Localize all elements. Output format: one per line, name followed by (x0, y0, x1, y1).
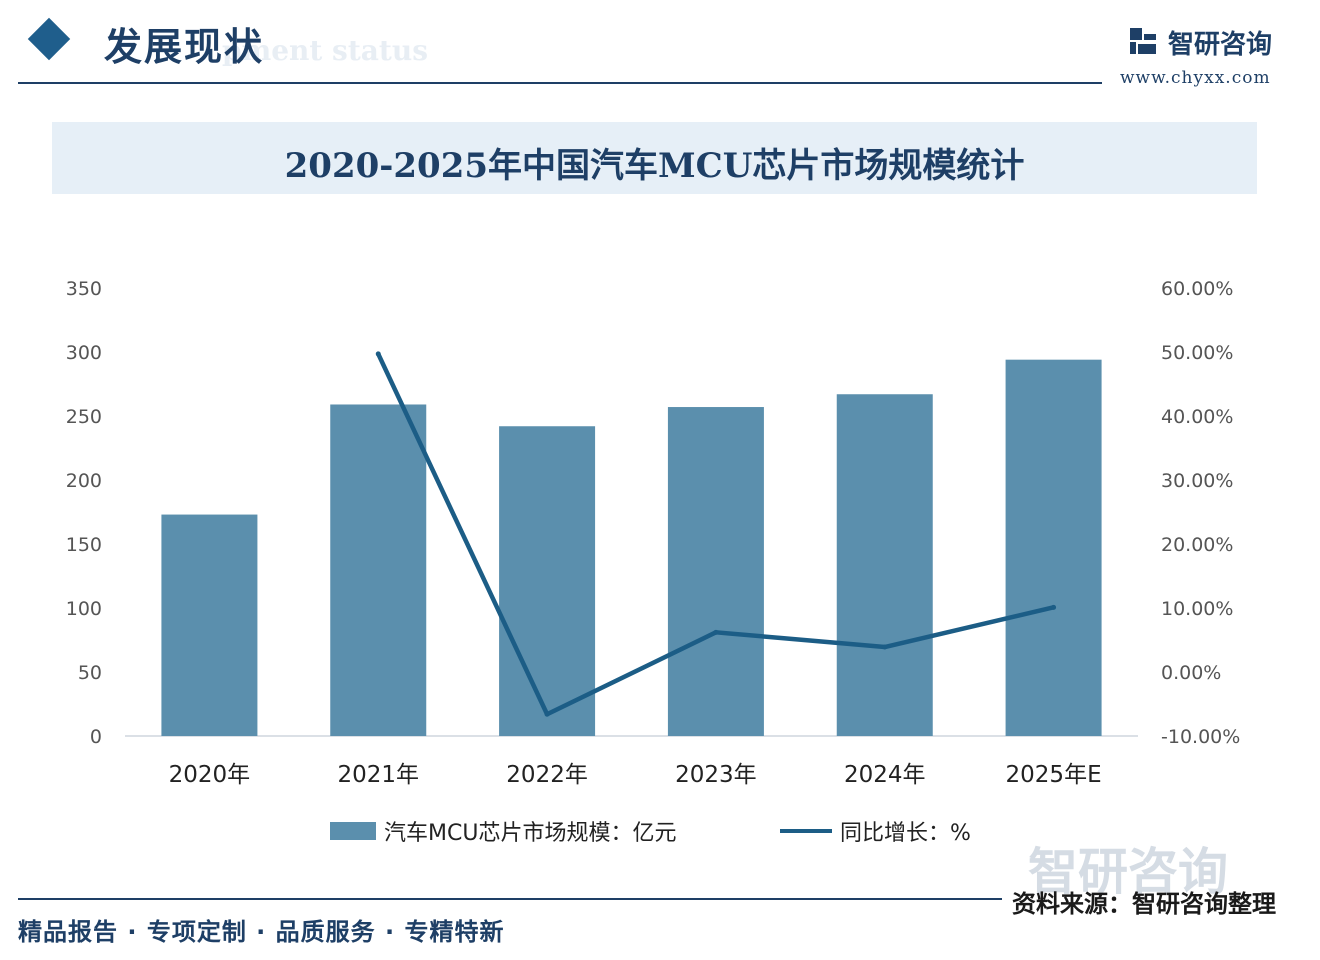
combo-chart: 0 50 100 150 200 250 300 350 -10.00% 0.00% 10.00% 2… (66, 278, 1241, 788)
legend-line-label: 同比增长：% (840, 821, 971, 846)
bar-3 (667, 407, 764, 736)
y-right-tick-label: 30.00% (1161, 470, 1233, 492)
header-subtitle: pment status (222, 34, 428, 67)
header-divider (18, 82, 1102, 84)
growth-point-0 (375, 351, 381, 357)
growth-point-4 (1051, 604, 1057, 610)
source-note: 资料来源：智研咨询整理 (1012, 890, 1276, 918)
y-right-tick-label: 60.00% (1161, 278, 1233, 300)
x-tick-label: 2025年E (1006, 762, 1102, 788)
bar-2 (499, 426, 596, 736)
legend-bar: 汽车MCU芯片市场规模：亿元 (330, 816, 676, 846)
legend-line: 同比增长：% (780, 816, 971, 846)
chart-title: 2020-2025年中国汽车MCU芯片市场规模统计 (284, 146, 1025, 186)
footer-slogan: 精品报告 · 专项定制 · 品质服务 · 专精特新 (18, 918, 505, 946)
legend-line-swatch (780, 829, 832, 833)
brand-logo-icon (1130, 28, 1156, 54)
y-left-tick-label: 250 (66, 406, 102, 428)
x-tick-label: 2024年 (844, 762, 926, 788)
y-left-tick-label: 150 (66, 534, 102, 556)
y-right-tick-label: -10.00% (1161, 726, 1240, 748)
y-left-tick-label: 200 (66, 470, 102, 492)
x-tick-label: 2023年 (675, 762, 757, 788)
y-right-tick-label: 50.00% (1161, 342, 1233, 364)
growth-point-3 (882, 644, 888, 650)
y-right-tick-label: 20.00% (1161, 534, 1233, 556)
y-right-tick-label: 0.00% (1161, 662, 1221, 684)
bar-0 (161, 514, 258, 736)
y-right-tick-label: 10.00% (1161, 598, 1233, 620)
x-tick-label: 2020年 (169, 762, 251, 788)
x-tick-label: 2022年 (506, 762, 588, 788)
y-left-tick-label: 0 (90, 726, 102, 748)
y-right-tick-label: 40.00% (1161, 406, 1233, 428)
page-title: 发展现状 (104, 25, 265, 69)
chart-title-band (52, 122, 1257, 194)
bar-4 (836, 394, 933, 736)
x-tick-label: 2021年 (337, 762, 419, 788)
growth-point-2 (713, 629, 719, 635)
legend-bar-swatch (330, 822, 376, 840)
y-left-tick-label: 350 (66, 278, 102, 300)
y-left-tick-label: 300 (66, 342, 102, 364)
brand-url: www.chyxx.com (1120, 68, 1271, 88)
y-left-tick-label: 50 (78, 662, 102, 684)
legend-bar-label: 汽车MCU芯片市场规模：亿元 (384, 821, 677, 846)
header-diamond-icon (27, 17, 71, 61)
footer-divider (18, 898, 1002, 900)
growth-point-1 (544, 711, 550, 717)
bar-5 (1005, 359, 1102, 736)
brand-name: 智研咨询 (1168, 30, 1273, 60)
watermark: 智研咨询 (1028, 843, 1228, 901)
bar-1 (330, 404, 427, 736)
y-left-tick-label: 100 (66, 598, 102, 620)
